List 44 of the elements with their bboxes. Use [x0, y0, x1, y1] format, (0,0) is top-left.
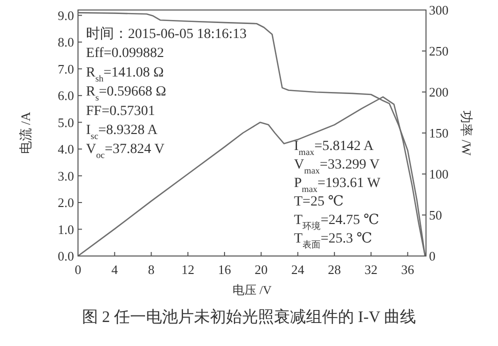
y-tick-label: 7.0 [58, 61, 74, 76]
x-tick-label: 0 [74, 262, 82, 277]
annotation: 时间：2015-06-05 18:16:13 [86, 26, 247, 42]
y2-tick-label: 300 [429, 2, 448, 18]
x-tick-label: 12 [181, 262, 194, 277]
y2-tick-label: 50 [429, 208, 442, 222]
x-tick-label: 36 [401, 262, 415, 277]
y2-tick-label: 100 [429, 166, 448, 182]
annotation: I$_{max}$=5.8142 A [294, 139, 374, 157]
annotation: I$_{sc}$=8.9328 A [86, 123, 158, 141]
y2-axis-title: 功率 /W [459, 110, 474, 156]
y-tick-label: 1.0 [58, 222, 74, 237]
annotation: P$_{max}$=193.61 W [294, 176, 382, 194]
y-tick-label: 3.0 [58, 168, 74, 184]
y-tick-label: 2.0 [58, 195, 74, 210]
y2-tick-label: 150 [429, 126, 448, 140]
y-tick-label: 9.0 [58, 8, 74, 23]
y2-tick-label: 200 [429, 84, 448, 100]
x-tick-label: 32 [364, 262, 378, 277]
x-tick-label: 28 [328, 262, 341, 277]
x-tick-label: 20 [254, 262, 268, 277]
annotation: V$_{max}$=33.299 V [294, 158, 380, 176]
y-tick-label: 6.0 [58, 88, 74, 104]
x-axis-title: 电压 /V [232, 283, 272, 297]
annotation: T$_{表面}$=25.3 ℃ [294, 232, 372, 250]
annotation: V$_{oc}$=37.824 V [86, 142, 164, 160]
x-tick-label: 16 [218, 262, 232, 277]
x-tick-label: 24 [291, 262, 305, 277]
x-tick-label: 4 [111, 262, 118, 277]
y-tick-label: 0.0 [58, 248, 74, 264]
y-tick-label: 8.0 [58, 34, 74, 50]
annotation: T=25 ℃ [294, 194, 344, 210]
caption: 图 2 任一电池片未初始光照衰减组件的 I-V 曲线 [82, 308, 416, 326]
y-axis-title: 电流 /A [18, 111, 33, 154]
y2-tick-label: 0 [429, 248, 436, 264]
annotation: Eff=0.099882 [86, 46, 164, 62]
annotation: R$_{sh}$=141.08 Ω [86, 65, 164, 84]
annotation: FF=0.57301 [86, 104, 155, 119]
annotation: T$_{环境}$=24.75 ℃ [294, 213, 380, 231]
annotation: R$_{s}$=0.59668 Ω [86, 84, 166, 103]
y2-tick-label: 250 [429, 44, 448, 58]
y-tick-label: 5.0 [58, 114, 74, 130]
x-tick-label: 8 [148, 262, 155, 277]
y-tick-label: 4.0 [58, 142, 74, 157]
